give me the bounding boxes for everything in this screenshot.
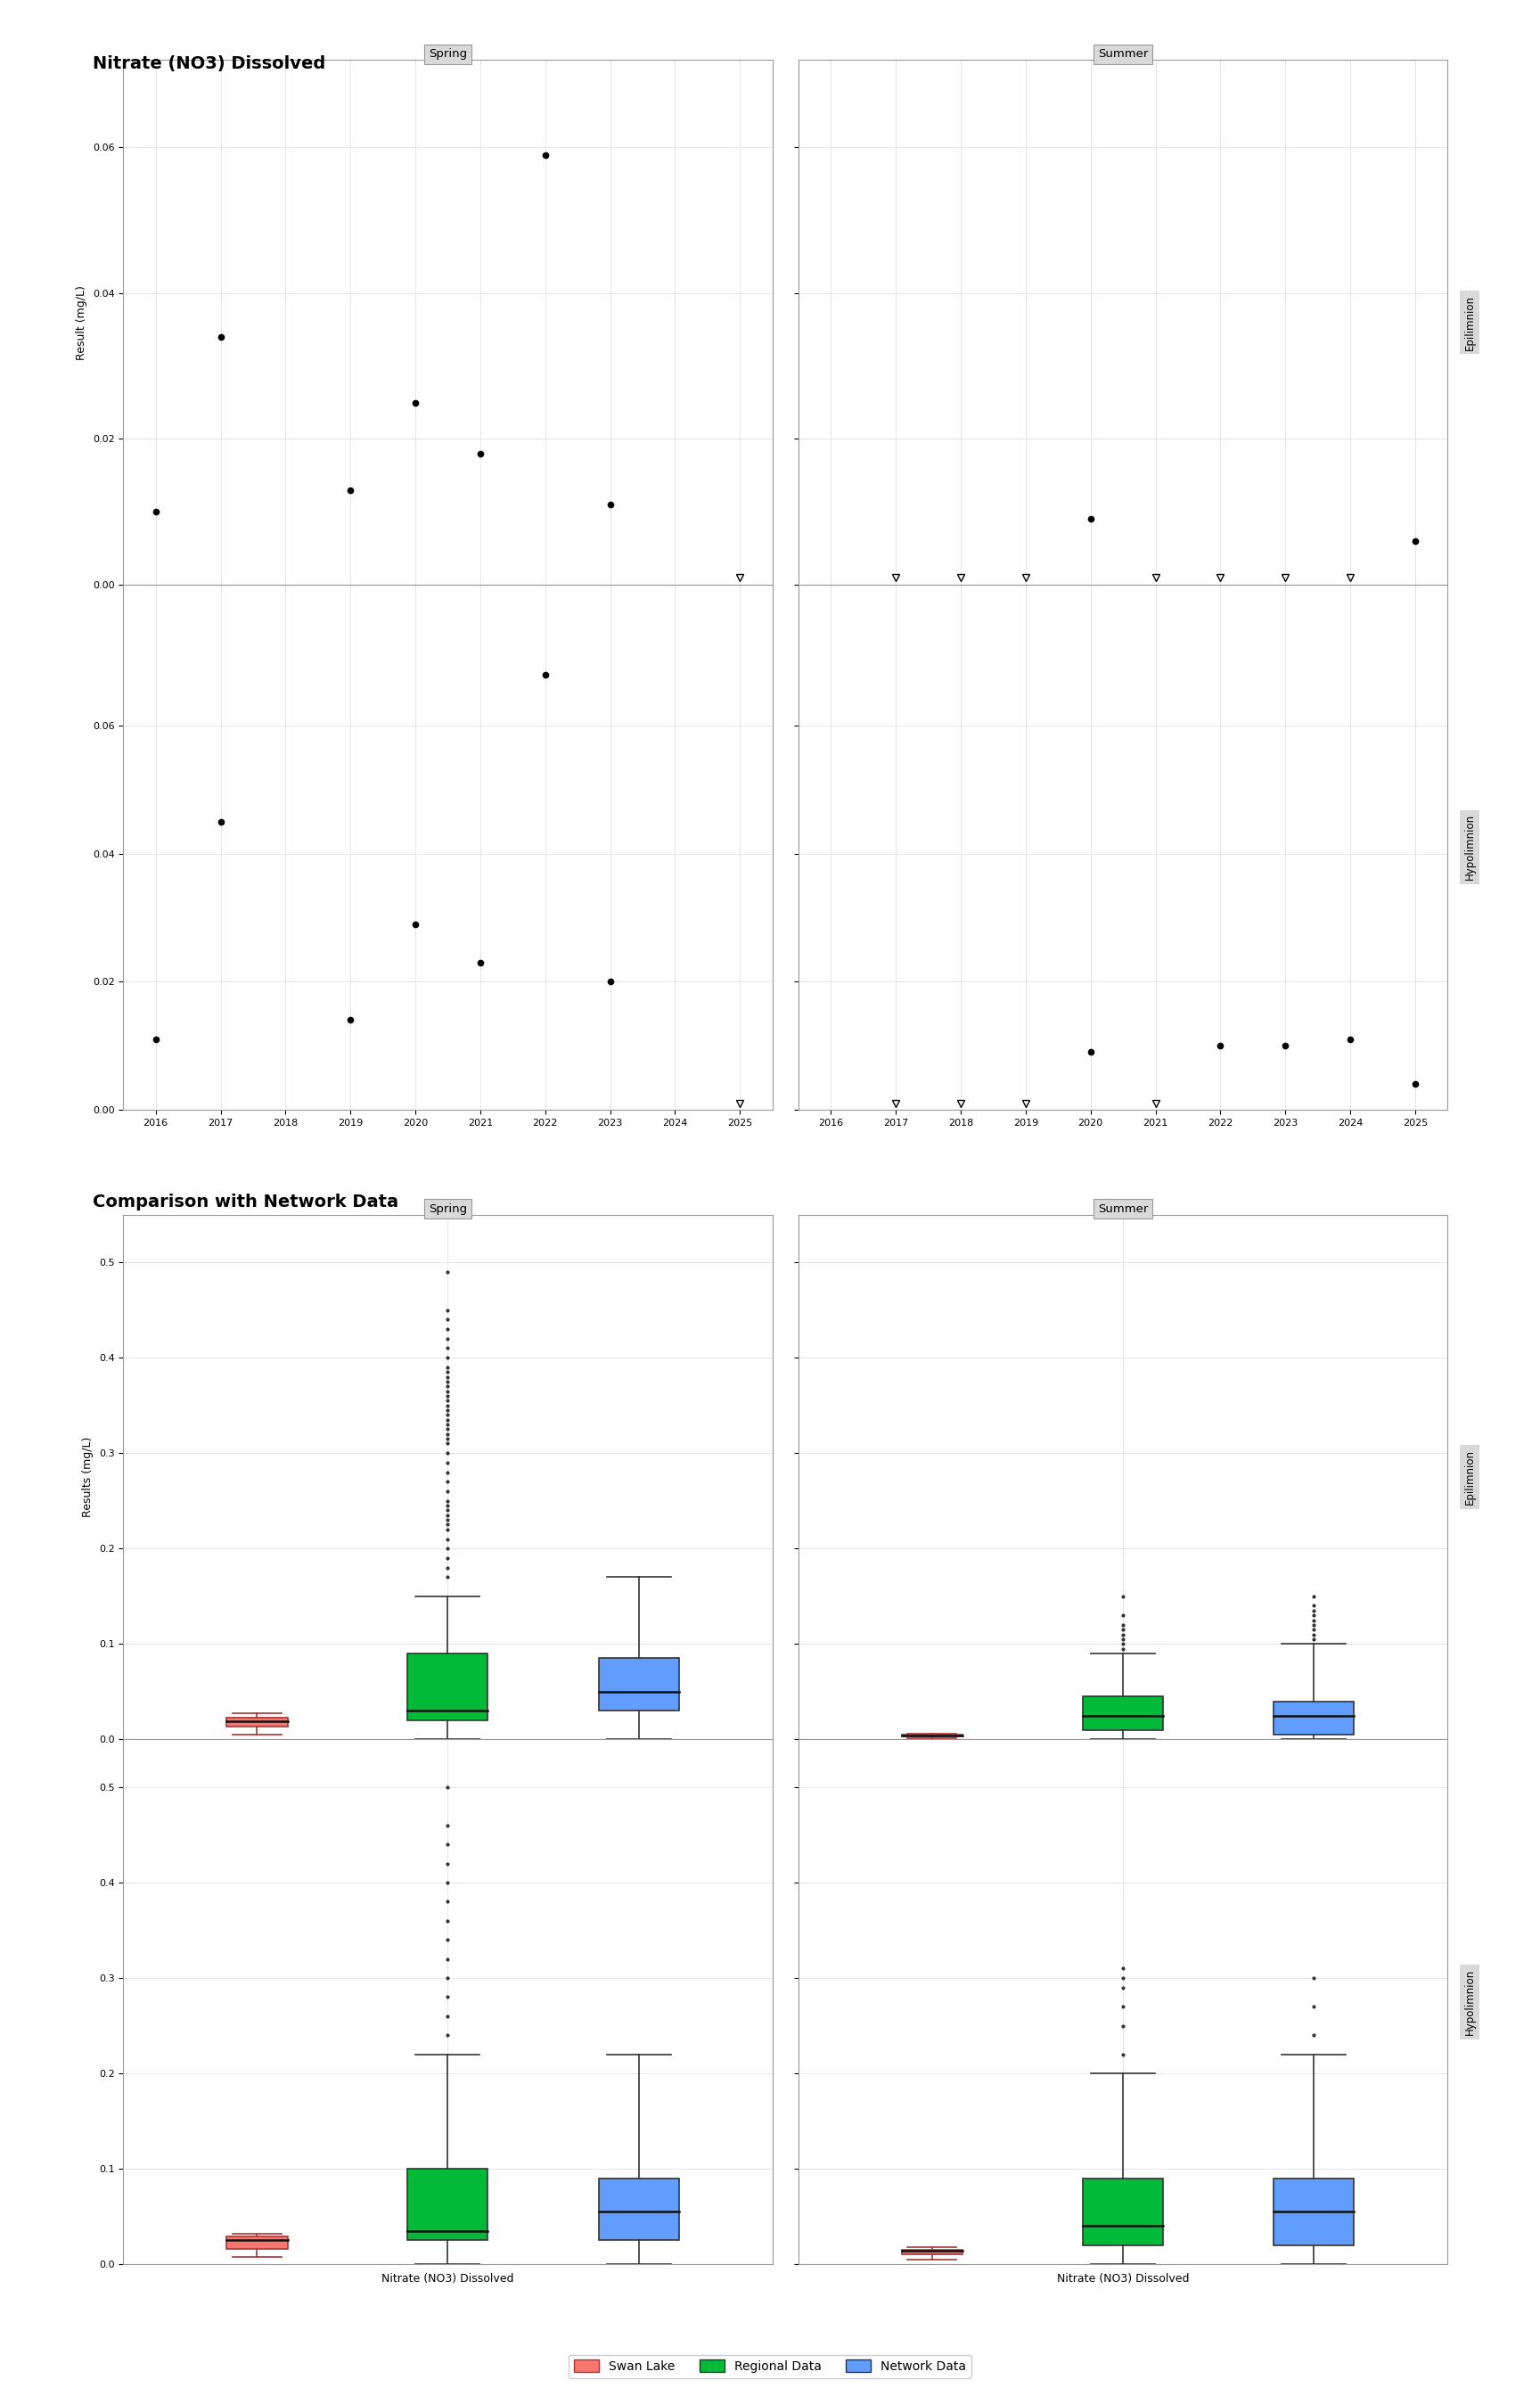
Legend: Swan Lake, Regional Data, Network Data: Swan Lake, Regional Data, Network Data	[568, 2355, 972, 2377]
Bar	[599, 1658, 679, 1711]
Text: Nitrate (NO3) Dissolved: Nitrate (NO3) Dissolved	[92, 55, 325, 72]
Text: Hypolimnion: Hypolimnion	[1465, 1970, 1475, 2034]
Bar	[599, 2178, 679, 2240]
Bar	[1083, 2178, 1163, 2245]
Bar	[226, 1718, 288, 1725]
Text: Comparison with Network Data: Comparison with Network Data	[92, 1193, 399, 1210]
Bar	[408, 2168, 488, 2240]
Title: Summer: Summer	[1098, 48, 1149, 60]
Bar	[1274, 2178, 1354, 2245]
Y-axis label: Result (mg/L): Result (mg/L)	[75, 285, 88, 359]
Text: Hypolimnion: Hypolimnion	[1465, 815, 1475, 879]
Bar	[901, 2250, 962, 2255]
Text: Epilimnion: Epilimnion	[1465, 295, 1475, 350]
Bar	[408, 1653, 488, 1720]
Bar	[226, 2235, 288, 2250]
Text: Epilimnion: Epilimnion	[1465, 1450, 1475, 1505]
Bar	[1083, 1696, 1163, 1730]
Bar	[1274, 1701, 1354, 1735]
Title: Spring: Spring	[428, 48, 467, 60]
Y-axis label: Results (mg/L): Results (mg/L)	[82, 1438, 94, 1517]
Title: Spring: Spring	[428, 1203, 467, 1215]
Title: Summer: Summer	[1098, 1203, 1149, 1215]
